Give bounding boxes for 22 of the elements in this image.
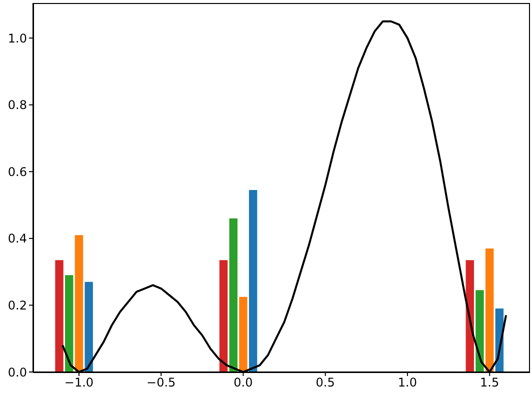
bar	[84, 282, 93, 372]
bar	[74, 235, 84, 372]
y-tick-label: 0.6	[8, 164, 27, 179]
bar	[55, 260, 64, 372]
x-tick-label: −0.5	[146, 376, 176, 390]
y-tick-label: 0.0	[8, 365, 27, 380]
x-tick-label: 0.5	[316, 376, 335, 390]
x-tick-label: 1.5	[480, 376, 500, 390]
y-tick-label: 0.2	[8, 298, 27, 312]
x-tick-label: 0.0	[234, 376, 253, 390]
x-tick-label: −1.0	[64, 376, 94, 390]
y-tick-label: 0.8	[8, 98, 27, 112]
bar	[239, 296, 248, 372]
bar	[248, 190, 258, 372]
bar	[229, 218, 238, 372]
y-tick-label: 0.4	[8, 232, 27, 246]
bar	[219, 260, 228, 372]
y-tick-label: 1.0	[8, 31, 27, 46]
bar	[485, 248, 494, 372]
bar	[65, 275, 74, 372]
bar	[476, 290, 484, 372]
x-tick-label: 1.0	[398, 376, 418, 390]
